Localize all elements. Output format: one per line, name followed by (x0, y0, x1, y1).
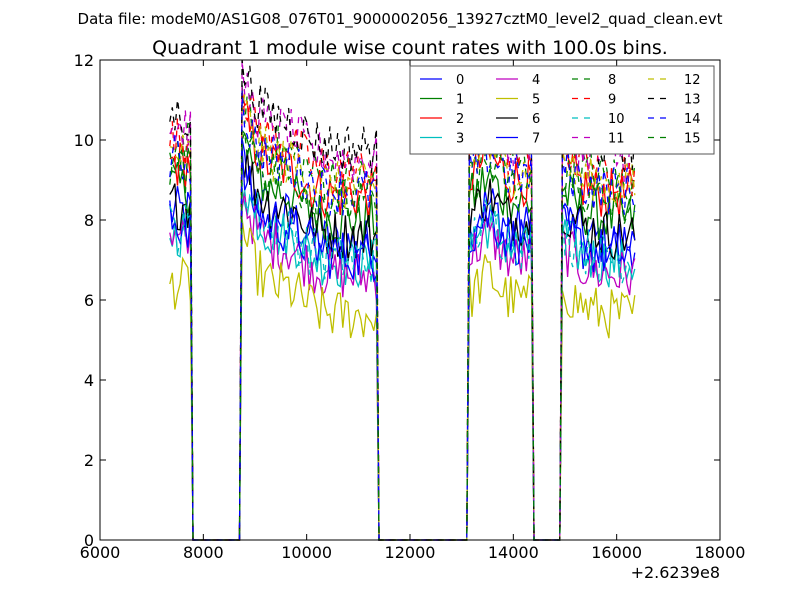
legend-label: 2 (456, 112, 464, 127)
legend-label: 13 (684, 93, 701, 108)
x-offset-label: +2.6239e8 (631, 563, 720, 582)
y-tick-label: 0 (84, 531, 94, 550)
x-axis: 6000 8000 10000 12000 14000 16000 18000 (80, 60, 746, 562)
legend-label: 15 (684, 132, 701, 147)
y-tick-label: 6 (84, 291, 94, 310)
legend-label: 9 (608, 93, 616, 108)
figure-title: Data file: modeM0/AS1G08_076T01_90000020… (78, 10, 723, 29)
legend-label: 11 (608, 132, 625, 147)
y-tick-label: 12 (74, 51, 94, 70)
x-tick-label: 16000 (591, 543, 642, 562)
x-tick-label: 6000 (80, 543, 121, 562)
series-line-12 (169, 94, 636, 541)
chart-title: Quadrant 1 module wise count rates with … (152, 37, 668, 59)
legend-label: 0 (456, 73, 464, 88)
x-tick-label: 12000 (385, 543, 436, 562)
legend-label: 1 (456, 93, 464, 108)
x-tick-label: 14000 (488, 543, 539, 562)
x-tick-label: 8000 (183, 543, 224, 562)
y-tick-label: 10 (74, 131, 94, 150)
legend-label: 14 (684, 112, 701, 127)
y-tick-label: 2 (84, 451, 94, 470)
x-tick-label: 10000 (281, 543, 332, 562)
y-tick-label: 8 (84, 211, 94, 230)
legend-label: 6 (532, 112, 540, 127)
legend-label: 8 (608, 73, 616, 88)
legend-label: 5 (532, 93, 540, 108)
legend-label: 7 (532, 132, 540, 147)
legend-label: 4 (532, 73, 540, 88)
y-tick-label: 4 (84, 371, 94, 390)
legend-label: 3 (456, 132, 464, 147)
x-tick-label: 18000 (695, 543, 746, 562)
legend-label: 10 (608, 112, 625, 127)
legend-label: 12 (684, 73, 701, 88)
legend-box (409, 65, 715, 155)
